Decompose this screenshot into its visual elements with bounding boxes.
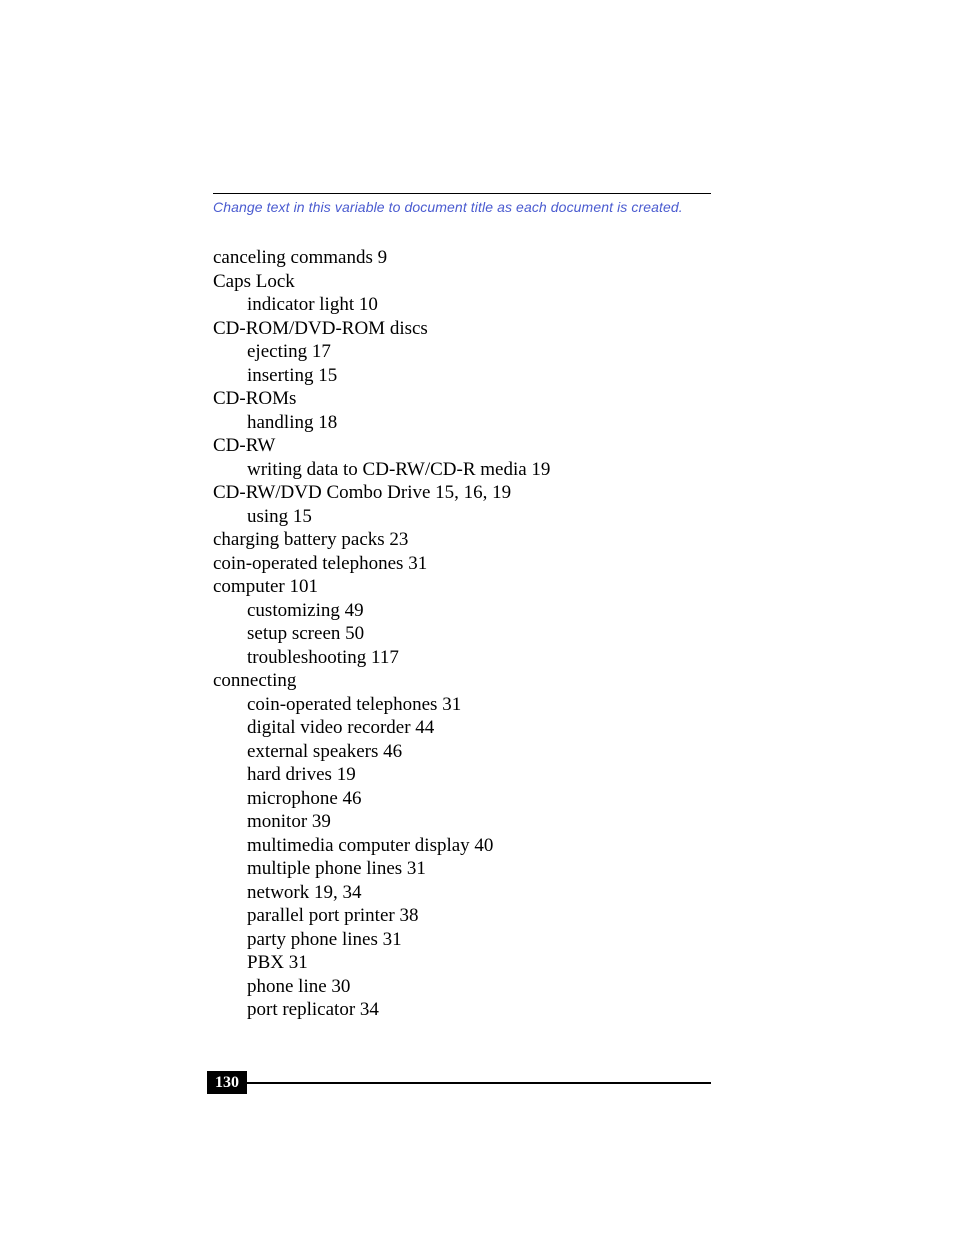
index-subentry: party phone lines 31 — [213, 928, 711, 952]
footer-rule — [247, 1082, 711, 1084]
index-subentry: setup screen 50 — [213, 622, 711, 646]
index-subentry: network 19, 34 — [213, 881, 711, 905]
page: Change text in this variable to document… — [0, 0, 954, 1235]
index-subentry: monitor 39 — [213, 810, 711, 834]
index-entry: CD-ROMs — [213, 387, 711, 411]
header-rule — [213, 193, 711, 194]
index-subentry: digital video recorder 44 — [213, 716, 711, 740]
page-number: 130 — [207, 1071, 247, 1094]
index-subentry: phone line 30 — [213, 975, 711, 999]
index-subentry: parallel port printer 38 — [213, 904, 711, 928]
index-subentry: using 15 — [213, 505, 711, 529]
index-entry: CD-ROM/DVD-ROM discs — [213, 317, 711, 341]
index-entry: Caps Lock — [213, 270, 711, 294]
index-entry: charging battery packs 23 — [213, 528, 711, 552]
index-entry: canceling commands 9 — [213, 246, 711, 270]
index-entry: connecting — [213, 669, 711, 693]
index-subentry: inserting 15 — [213, 364, 711, 388]
index-subentry: PBX 31 — [213, 951, 711, 975]
index-entry: computer 101 — [213, 575, 711, 599]
index-subentry: indicator light 10 — [213, 293, 711, 317]
index-entry: CD-RW/DVD Combo Drive 15, 16, 19 — [213, 481, 711, 505]
index-subentry: ejecting 17 — [213, 340, 711, 364]
index-entry: coin-operated telephones 31 — [213, 552, 711, 576]
index-subentry: coin-operated telephones 31 — [213, 693, 711, 717]
index-subentry: hard drives 19 — [213, 763, 711, 787]
index-subentry: customizing 49 — [213, 599, 711, 623]
index-body: canceling commands 9 Caps Lock indicator… — [213, 246, 711, 1022]
index-subentry: multiple phone lines 31 — [213, 857, 711, 881]
page-footer: 130 — [207, 1071, 711, 1097]
running-header: Change text in this variable to document… — [213, 199, 683, 215]
index-entry: CD-RW — [213, 434, 711, 458]
index-subentry: port replicator 34 — [213, 998, 711, 1022]
index-subentry: external speakers 46 — [213, 740, 711, 764]
index-subentry: multimedia computer display 40 — [213, 834, 711, 858]
index-subentry: writing data to CD-RW/CD-R media 19 — [213, 458, 711, 482]
index-subentry: microphone 46 — [213, 787, 711, 811]
index-subentry: handling 18 — [213, 411, 711, 435]
index-subentry: troubleshooting 117 — [213, 646, 711, 670]
